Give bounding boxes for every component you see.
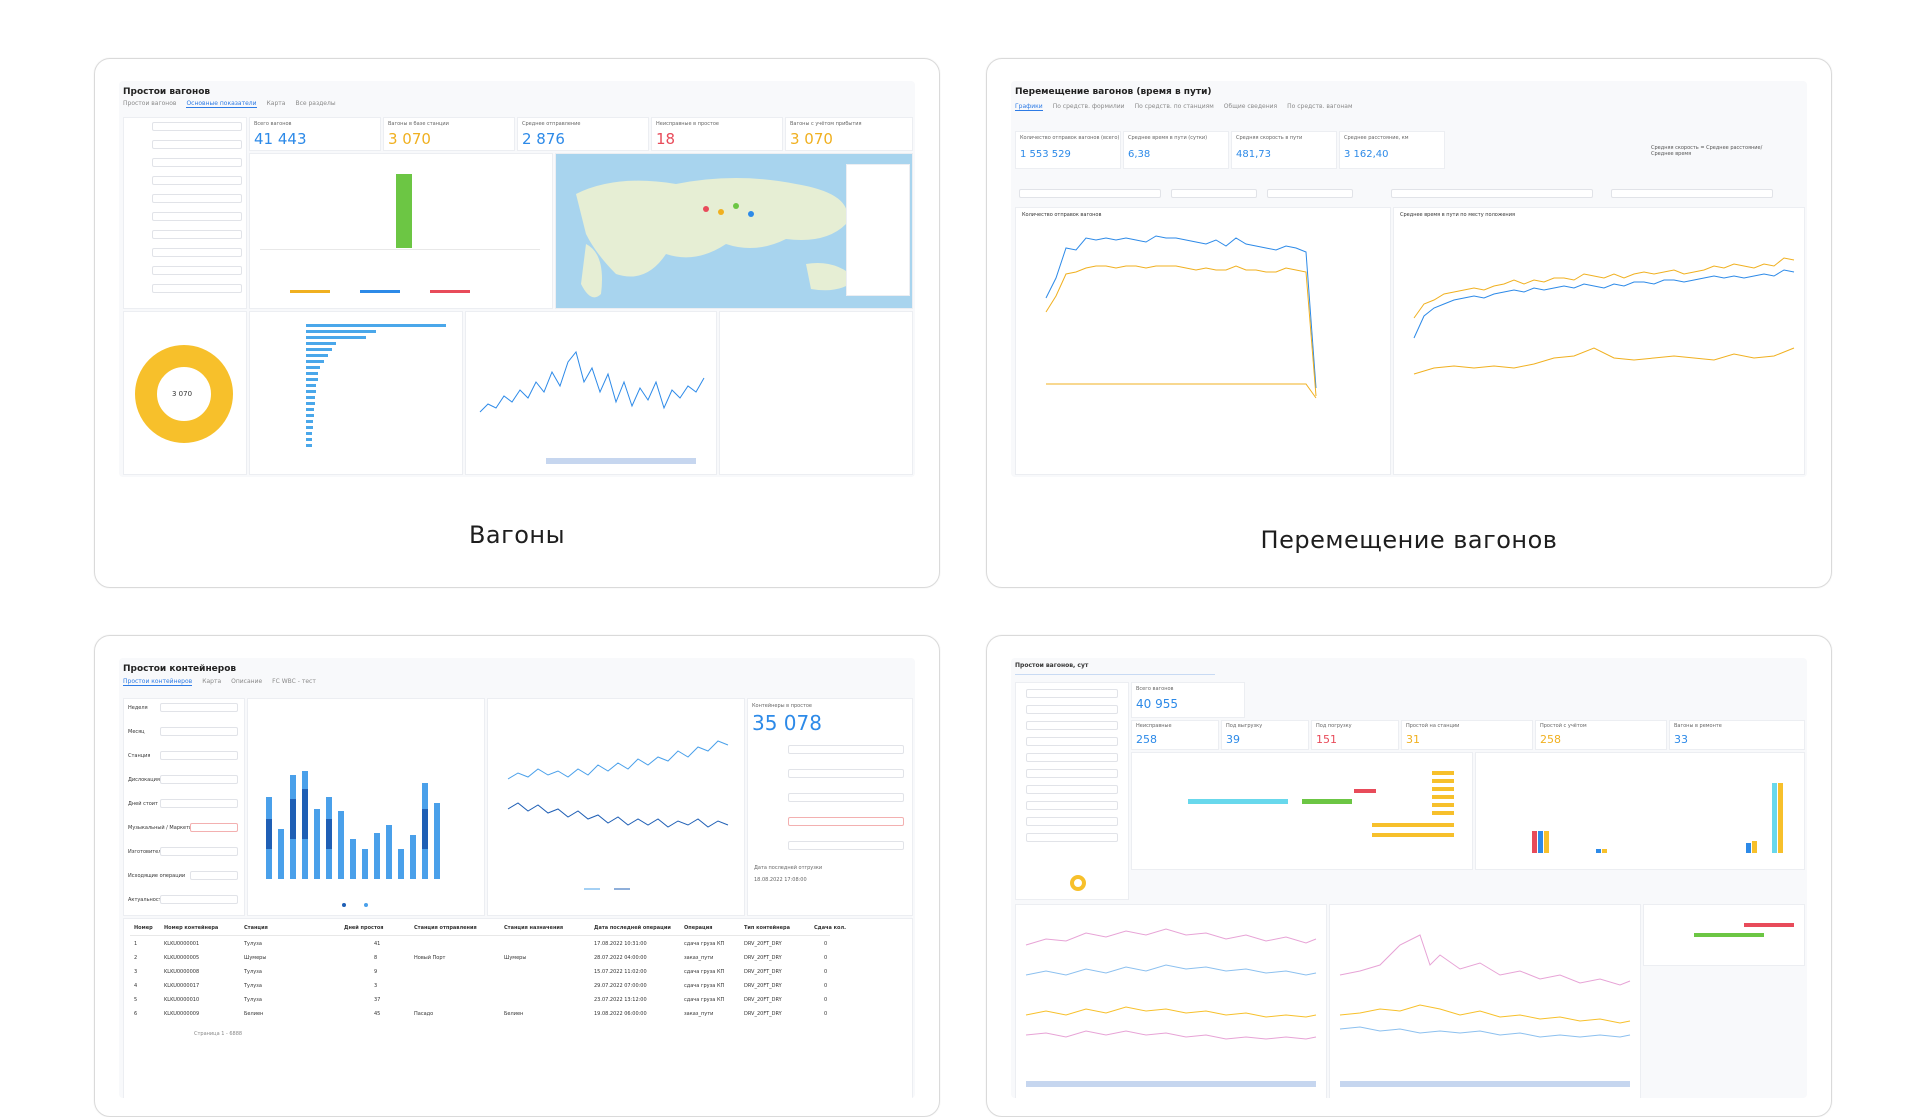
- idle-line-chart-1: [1015, 904, 1327, 1098]
- kpi-3: Под погрузку 151: [1311, 720, 1399, 750]
- line-chart: [507, 740, 729, 890]
- donut-center-value: 3 070: [172, 390, 193, 398]
- kpi-6: Вагоны в ремонте 33: [1669, 720, 1805, 750]
- table-pager[interactable]: Страница 1 - 6888: [194, 1031, 243, 1037]
- top-stations-chart: [249, 311, 463, 475]
- kpi-total: Всего вагонов 40 955: [1131, 682, 1245, 718]
- kpi-5: Простой с учётом 258: [1535, 720, 1667, 750]
- dynamics-line-chart: [465, 311, 717, 475]
- avg-time-line-chart: Среднее время в пути по месту положения: [1393, 207, 1805, 475]
- legend-bars: [1694, 923, 1794, 937]
- dashboard-card-wagons[interactable]: Простои вагонов Простои вагонов Основные …: [94, 58, 940, 588]
- line-chart: [1045, 235, 1317, 399]
- card-caption: Перемещение вагонов: [1260, 526, 1558, 554]
- container-table: Номер Номер контейнера Станция Дней прос…: [123, 918, 913, 1098]
- kpi-avg-distance: Среднее расстояние, км 3 162,40: [1339, 131, 1445, 169]
- idle-bar-chart: [1475, 752, 1805, 870]
- dashboard-preview-idle-days: Простои вагонов, сут Всего вагонов 40 95…: [1011, 658, 1807, 1098]
- map-panel[interactable]: [555, 153, 913, 309]
- kpi-2: Под выгрузку 39: [1221, 720, 1309, 750]
- kpi-broken: Неисправные в простое 18: [651, 117, 783, 151]
- kpi-4: Простой на станции 31: [1401, 720, 1533, 750]
- idle-line-chart-2: [1329, 904, 1641, 1098]
- mini-donut: [1070, 875, 1086, 891]
- filters-panel: Неделя Месяц Станция Дислокация Дней сто…: [123, 698, 245, 916]
- preview-title: Простои вагонов: [123, 87, 211, 97]
- dashboard-card-wagon-movement[interactable]: Перемещение вагонов (время в пути) Графи…: [986, 58, 1832, 588]
- formula-note: Средняя скорость = Среднее расстояние/Ср…: [1651, 145, 1763, 157]
- shipments-line-chart: Количество отправок вагонов: [1015, 207, 1391, 475]
- hbar-chart: [306, 324, 446, 447]
- kpi-avg-departure: Среднее отправление 2 876: [517, 117, 649, 151]
- line-chart: [1339, 934, 1631, 1087]
- kpi-avg-speed: Средняя скорость в пути 481,73: [1231, 131, 1337, 169]
- preview-tabs: Графики По средств. формилии По средств. п…: [1015, 103, 1353, 111]
- legend-panel: [1643, 904, 1805, 966]
- dashboard-preview-movement: Перемещение вагонов (время в пути) Графи…: [1011, 81, 1807, 477]
- donut-chart: [135, 345, 233, 443]
- preview-tabs: Простои контейнеров Карта Описание FC WBC -…: [123, 678, 316, 686]
- extra-panel: [719, 311, 913, 475]
- dashboard-preview-containers: Простои контейнеров Простои контейнеров К…: [119, 658, 915, 1098]
- bar-chart: [1532, 783, 1783, 853]
- dashboard-preview-wagons: Простои вагонов Простои вагонов Основные …: [119, 81, 915, 477]
- chart-bar: [396, 174, 412, 248]
- stacked-bar-chart: [266, 771, 440, 907]
- preview-title: Перемещение вагонов (время в пути): [1015, 87, 1212, 97]
- line-chart: [1025, 928, 1317, 1087]
- preview-title: Простои вагонов, сут: [1015, 662, 1089, 669]
- station-bar-chart: [249, 153, 553, 309]
- card-caption: Вагоны: [468, 521, 566, 549]
- idle-table-chart: [1131, 752, 1473, 870]
- container-bar-chart: [247, 698, 485, 916]
- kpi-avg-time: Среднее время в пути (сутки) 6,38: [1123, 131, 1229, 169]
- kpi-total-wagons: Всего вагонов 41 443: [249, 117, 381, 151]
- line-chart: [1413, 257, 1795, 375]
- container-line-chart: [487, 698, 745, 916]
- kpi-shipments: Количество отправок вагонов (всего) 1 55…: [1015, 131, 1121, 169]
- filters-panel: [1015, 682, 1129, 900]
- kpi-arrival: Вагоны с учётом прибытия 3 070: [785, 117, 913, 151]
- kpi-base-station: Вагоны в базе станции 3 070: [383, 117, 515, 151]
- kpi-containers-panel: Контейнеры в простое 35 078 Дата последн…: [747, 698, 913, 916]
- map-landmass: [576, 178, 856, 298]
- map-legend: [846, 164, 910, 296]
- hbar-chart: [1188, 771, 1454, 837]
- dashboard-card-wagon-idle-days[interactable]: Простои вагонов, сут Всего вагонов 40 95…: [986, 635, 1832, 1117]
- preview-tabs: Простои вагонов Основные показатели Карта В…: [123, 100, 336, 108]
- filters-panel: [123, 117, 247, 309]
- line-chart: [479, 350, 705, 464]
- donut-panel: 3 070: [123, 311, 247, 475]
- kpi-containers-value: 35 078: [752, 711, 822, 735]
- kpi-1: Неисправные 258: [1131, 720, 1219, 750]
- preview-title: Простои контейнеров: [123, 664, 237, 674]
- dashboard-card-containers[interactable]: Простои контейнеров Простои контейнеров К…: [94, 635, 940, 1117]
